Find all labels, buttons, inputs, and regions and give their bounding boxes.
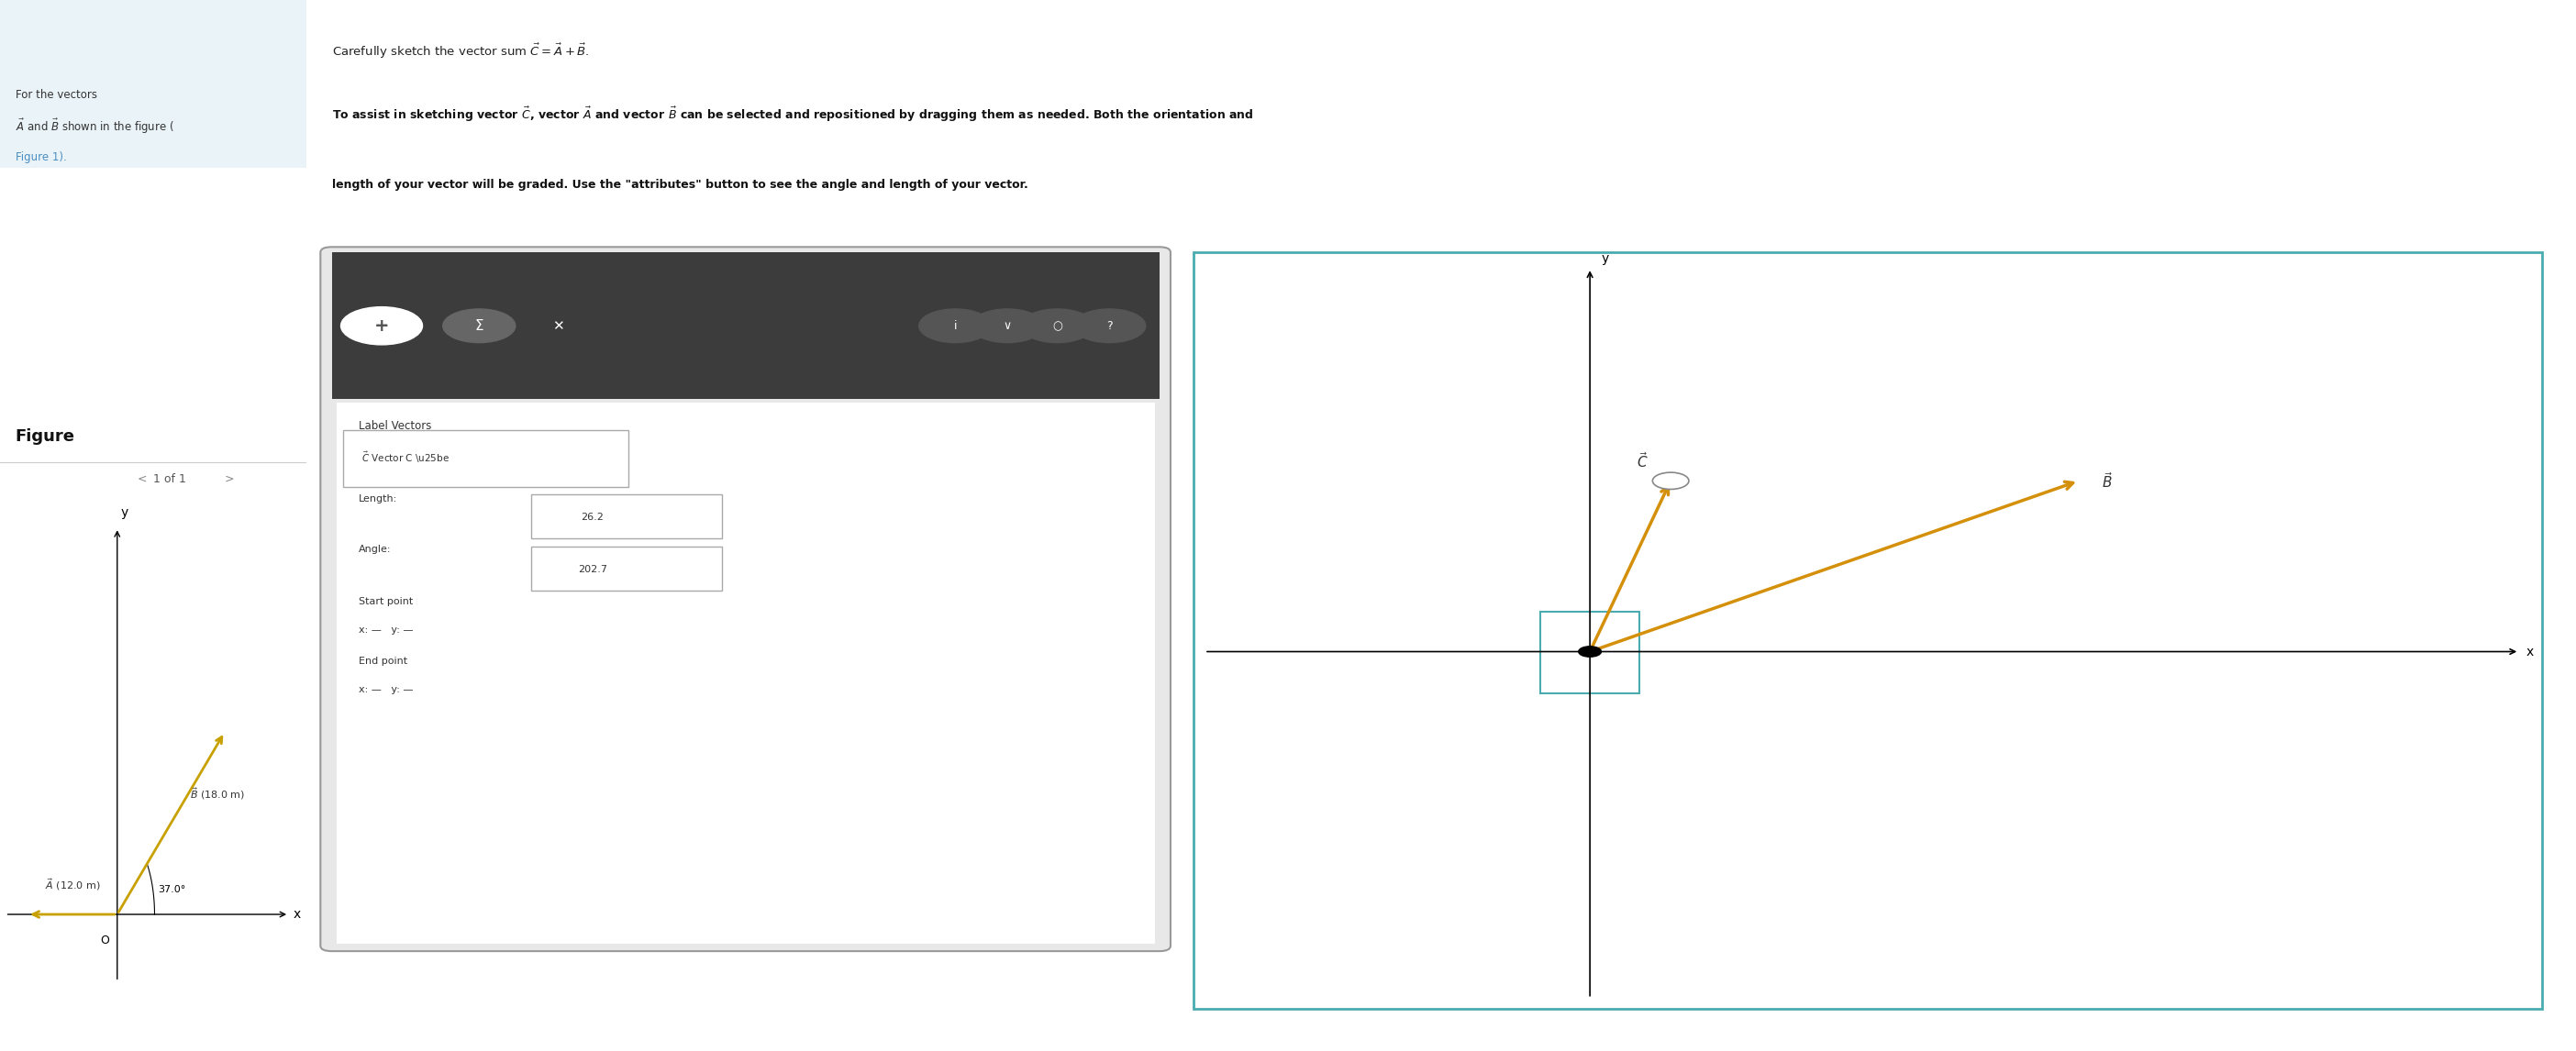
Text: length of your vector will be graded. Use the "attributes" button to see the ang: length of your vector will be graded. Us…: [332, 179, 1028, 190]
Text: End point: End point: [358, 657, 407, 666]
Text: $\vec{A}$ (12.0 m): $\vec{A}$ (12.0 m): [44, 877, 100, 892]
FancyBboxPatch shape: [337, 403, 1154, 944]
Text: +: +: [374, 317, 389, 334]
Text: x: —   y: —: x: — y: —: [358, 685, 415, 695]
Circle shape: [1020, 309, 1092, 343]
Circle shape: [1654, 473, 1690, 490]
Circle shape: [443, 309, 515, 343]
Text: $\vec{B}$: $\vec{B}$: [2102, 471, 2112, 491]
FancyBboxPatch shape: [343, 430, 629, 487]
Circle shape: [1579, 646, 1602, 657]
Text: x: x: [2527, 645, 2535, 658]
Circle shape: [971, 309, 1043, 343]
Text: ✕: ✕: [554, 318, 564, 333]
FancyBboxPatch shape: [0, 0, 307, 168]
Text: Figure 1).: Figure 1).: [15, 151, 67, 164]
Circle shape: [1074, 309, 1146, 343]
Text: y: y: [1602, 252, 1610, 265]
Text: $\vec{C}$: $\vec{C}$: [1636, 451, 1649, 471]
Text: 26.2: 26.2: [582, 513, 603, 521]
Text: $\vec{B}$ (18.0 m): $\vec{B}$ (18.0 m): [191, 786, 245, 801]
Text: x: x: [294, 908, 301, 921]
FancyBboxPatch shape: [531, 494, 721, 538]
Text: ∨: ∨: [1002, 320, 1012, 332]
FancyBboxPatch shape: [332, 252, 1159, 399]
Text: <: <: [139, 473, 152, 485]
Text: i: i: [953, 320, 956, 332]
Text: For the vectors: For the vectors: [15, 88, 100, 101]
Text: Label Vectors: Label Vectors: [358, 420, 433, 432]
Text: 1 of 1: 1 of 1: [155, 473, 185, 485]
Text: ?: ?: [1105, 320, 1113, 332]
Text: Figure: Figure: [15, 428, 75, 445]
FancyBboxPatch shape: [1193, 252, 2543, 1009]
Text: x: —   y: —: x: — y: —: [358, 625, 415, 635]
Text: $\vec{C}$ Vector C \u25be: $\vec{C}$ Vector C \u25be: [361, 450, 448, 465]
Text: Angle:: Angle:: [358, 544, 392, 554]
Text: 37.0°: 37.0°: [157, 885, 185, 894]
FancyBboxPatch shape: [531, 547, 721, 591]
Text: >: >: [222, 473, 234, 485]
Text: ○: ○: [1051, 320, 1061, 332]
Text: Start point: Start point: [358, 597, 412, 606]
Text: O: O: [100, 934, 111, 947]
Text: Σ: Σ: [474, 318, 484, 333]
Text: To assist in sketching vector $\vec{C}$, vector $\vec{A}$ and vector $\vec{B}$ c: To assist in sketching vector $\vec{C}$,…: [332, 105, 1255, 124]
Circle shape: [340, 307, 422, 345]
Text: Length:: Length:: [358, 494, 397, 503]
FancyBboxPatch shape: [319, 247, 1170, 951]
Text: Carefully sketch the vector sum $\vec{C} = \vec{A} + \vec{B}$.: Carefully sketch the vector sum $\vec{C}…: [332, 42, 590, 61]
Circle shape: [920, 309, 992, 343]
Text: y: y: [121, 507, 129, 519]
Text: 202.7: 202.7: [577, 565, 608, 574]
Text: $\vec{A}$ and $\vec{B}$ shown in the figure (: $\vec{A}$ and $\vec{B}$ shown in the fig…: [15, 117, 173, 136]
